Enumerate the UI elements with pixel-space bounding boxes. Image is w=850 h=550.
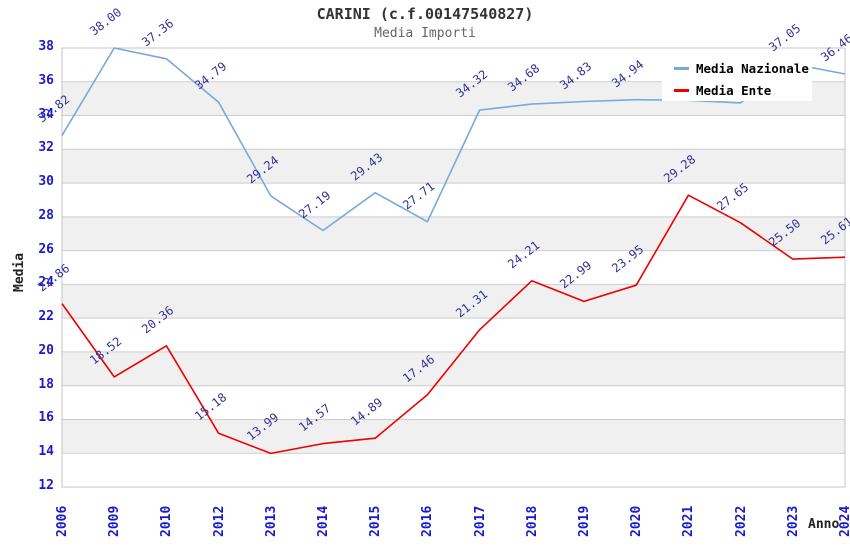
x-tick-label: 2016 bbox=[420, 505, 436, 537]
legend-item-media-nazionale: Media Nazionale bbox=[662, 59, 812, 77]
legend-label: Media Ente bbox=[696, 82, 772, 98]
x-tick-label: 2019 bbox=[577, 505, 592, 537]
chart-title: CARINI (c.f.00147540827) bbox=[316, 5, 534, 23]
y-tick-label: 30 bbox=[38, 174, 54, 190]
y-tick-label: 34 bbox=[38, 106, 54, 122]
x-tick-label: 2013 bbox=[263, 505, 279, 537]
y-tick-label: 36 bbox=[38, 72, 54, 88]
y-tick-label: 20 bbox=[38, 342, 54, 358]
chart-subtitle: Media Importi bbox=[374, 26, 476, 41]
line-swatch-icon bbox=[674, 88, 689, 92]
x-tick-label: 2018 bbox=[524, 505, 540, 537]
x-tick-label: 2024 bbox=[838, 505, 850, 537]
legend-item-media-ente: Media Ente bbox=[662, 81, 812, 99]
x-tick-label: 2017 bbox=[472, 505, 488, 537]
x-tick-label: 2020 bbox=[629, 505, 645, 537]
legend-label: Media Nazionale bbox=[696, 60, 809, 76]
x-tick-label: 2022 bbox=[733, 505, 749, 537]
x-tick-label: 2012 bbox=[211, 505, 227, 537]
x-tick-label: 2023 bbox=[785, 505, 801, 537]
x-tick-label: 2006 bbox=[55, 505, 70, 537]
legend: Media Nazionale Media Ente bbox=[662, 57, 812, 101]
x-tick-label: 2021 bbox=[681, 505, 697, 537]
y-tick-label: 24 bbox=[38, 275, 54, 291]
x-tick-label: 2010 bbox=[159, 505, 175, 537]
y-tick-label: 28 bbox=[38, 207, 54, 223]
x-tick-label: 2009 bbox=[107, 505, 123, 537]
y-tick-label: 32 bbox=[38, 140, 54, 156]
y-tick-label: 22 bbox=[38, 309, 54, 325]
x-tick-label: 2014 bbox=[316, 505, 331, 537]
x-tick-label: 2015 bbox=[368, 505, 384, 537]
y-tick-label: 18 bbox=[38, 376, 54, 392]
y-tick-label: 38 bbox=[38, 39, 54, 54]
line-swatch-icon bbox=[674, 66, 689, 70]
y-axis-title: Media bbox=[12, 252, 27, 292]
y-tick-label: 16 bbox=[38, 410, 54, 426]
y-tick-label: 26 bbox=[38, 241, 54, 257]
y-tick-label: 12 bbox=[38, 478, 54, 493]
x-axis-title: Anno bbox=[808, 517, 840, 532]
y-tick-label: 14 bbox=[38, 444, 54, 460]
